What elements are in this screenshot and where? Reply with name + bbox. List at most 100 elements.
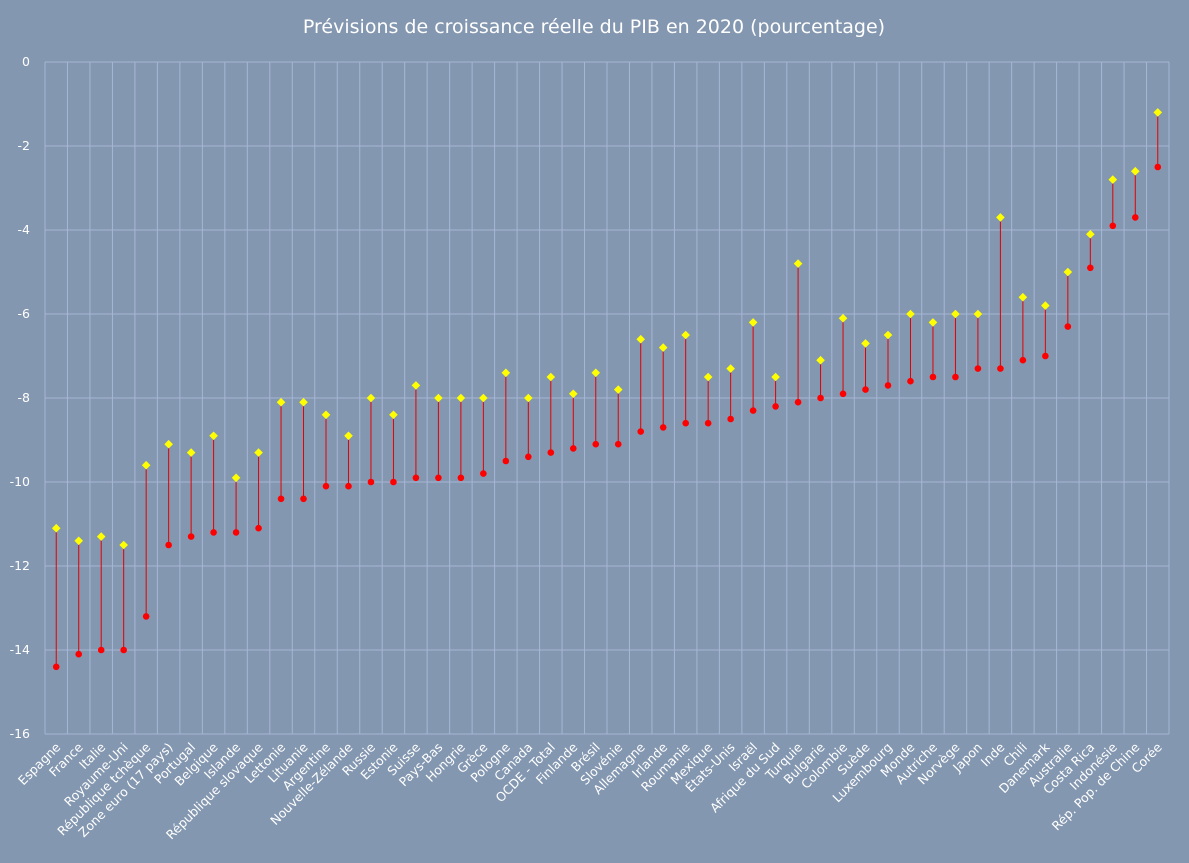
y-tick-label: -2 [18,138,30,153]
low-point [142,613,150,620]
y-tick-label: -10 [10,474,30,489]
high-point [1130,166,1140,176]
high-point [366,393,376,403]
high-point [996,213,1005,222]
low-point [817,394,824,402]
gridlines [44,61,1170,735]
low-point [345,482,352,490]
y-tick-label: -4 [18,222,31,237]
low-point [974,365,982,372]
high-point [658,343,668,352]
high-point [613,385,623,394]
low-point [97,646,105,654]
high-point [726,364,735,373]
high-point [51,523,61,533]
high-point [546,372,556,382]
low-point [929,373,937,381]
high-point [96,532,106,541]
high-point [861,339,870,348]
low-point [659,424,667,431]
high-point [838,313,848,323]
low-point [637,428,645,435]
low-point [525,453,532,461]
high-point [254,448,263,457]
high-point [276,397,286,407]
low-point [1109,222,1117,230]
low-point [52,663,60,671]
low-point [839,390,847,398]
y-tick-label: -8 [18,390,31,405]
low-point [547,449,555,456]
high-point [389,410,398,420]
low-point [614,440,622,448]
high-point [456,393,466,403]
high-point [1041,301,1050,310]
low-point [749,407,757,414]
high-point [411,381,421,390]
range-stems [55,112,1159,667]
high-point [1086,229,1095,239]
low-point [794,398,802,406]
low-point [277,495,285,503]
low-point [569,445,577,452]
high-point [209,431,218,441]
low-point [592,440,600,448]
high-point [906,309,915,319]
low-point [862,386,869,393]
high-point [973,309,983,319]
y-tick-label: -6 [18,306,31,321]
low-point [772,403,779,410]
low-point [187,533,195,540]
low-point [1042,352,1049,360]
low-point [120,646,127,654]
high-point [681,330,690,340]
low-point [457,474,465,482]
high-point [299,397,308,407]
low-point [502,457,510,465]
low-point [1154,163,1162,171]
low-point [1131,214,1139,221]
low-point [997,365,1004,372]
low-point [682,419,689,427]
data-markers [51,108,1163,671]
low-point [435,474,442,482]
high-point [928,318,938,327]
low-point [480,470,487,477]
high-point [816,355,825,365]
low-point [165,541,172,549]
low-point [884,382,892,389]
high-point [321,410,331,420]
chart-title: Prévisions de croissance réelle du PIB e… [303,16,885,38]
low-point [210,529,217,536]
y-tick-label: -12 [10,558,30,573]
high-point [164,439,173,449]
low-point [727,415,734,423]
low-point [322,482,330,490]
high-point [74,536,84,546]
low-point [704,419,712,427]
y-tick-label: 0 [22,54,30,69]
high-point [591,368,601,378]
high-point [501,368,511,378]
high-point [748,318,758,327]
low-point [952,373,959,381]
high-point [524,393,533,403]
low-point [390,478,397,486]
low-point [412,474,420,482]
high-point [793,259,803,268]
high-point [1108,175,1118,184]
high-point [119,540,128,550]
high-point [883,330,893,340]
low-point [1087,264,1094,272]
high-point [479,393,488,403]
high-point [636,334,646,344]
low-point [367,478,375,486]
high-point [1018,292,1028,302]
low-point [907,377,914,385]
low-point [1019,356,1027,364]
y-axis-ticks: 0 -2 -4 -6 -8 -10 -12 -14 -16 [10,54,30,741]
high-point [1153,108,1163,117]
y-tick-label: -16 [10,726,30,741]
